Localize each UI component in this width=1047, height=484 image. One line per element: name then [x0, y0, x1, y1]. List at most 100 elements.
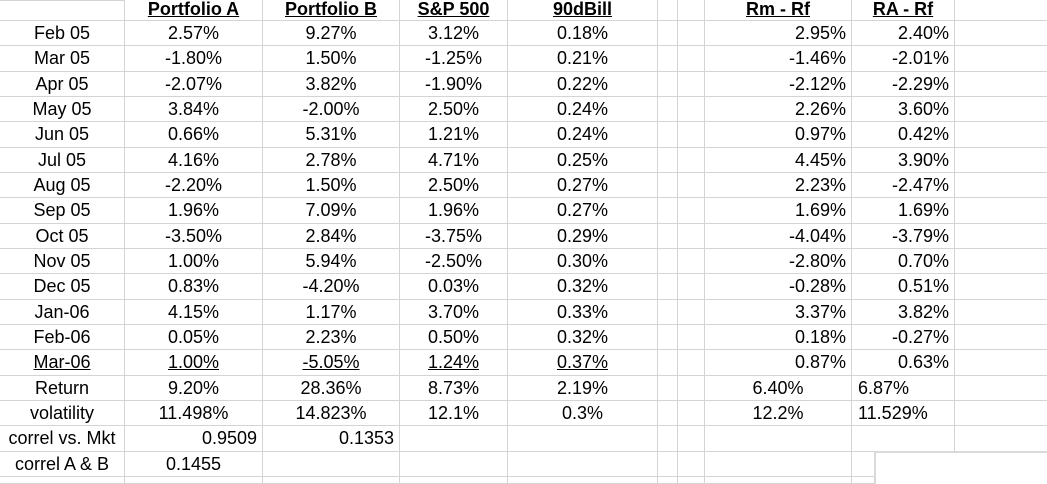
grid-cell[interactable]: 0.83%	[125, 274, 263, 300]
grid-cell[interactable]	[658, 375, 678, 401]
grid-cell[interactable]	[678, 451, 705, 477]
grid-cell[interactable]	[955, 72, 1047, 97]
column-header[interactable]: RA - Rf	[852, 0, 955, 21]
grid-cell[interactable]: 1.50%	[263, 172, 400, 199]
header-cell[interactable]	[678, 0, 705, 21]
grid-cell[interactable]: 0.63%	[852, 350, 955, 376]
grid-cell[interactable]: 0.27%	[508, 198, 658, 224]
column-header[interactable]: S&P 500	[400, 0, 508, 21]
grid-cell[interactable]: 5.94%	[263, 248, 400, 275]
grid-cell[interactable]: 0.24%	[508, 96, 658, 123]
row-label[interactable]: Dec 05	[0, 274, 125, 300]
column-header[interactable]: Rm - Rf	[705, 0, 852, 21]
grid-cell[interactable]: -2.20%	[125, 172, 263, 199]
grid-cell[interactable]	[678, 350, 705, 376]
column-header[interactable]: Portfolio B	[263, 0, 400, 21]
row-label[interactable]: Sep 05	[0, 198, 125, 224]
grid-cell[interactable]: 1.24%	[400, 350, 508, 376]
grid-cell[interactable]	[658, 46, 678, 72]
grid-cell[interactable]: 3.70%	[400, 299, 508, 325]
grid-cell[interactable]	[955, 224, 1047, 249]
grid-cell[interactable]: 4.16%	[125, 147, 263, 173]
grid-cell[interactable]: 1.00%	[125, 248, 263, 275]
grid-cell[interactable]	[658, 299, 678, 325]
grid-cell[interactable]	[955, 46, 1047, 72]
grid-cell[interactable]: 2.57%	[125, 21, 263, 47]
grid-cell[interactable]: 1.96%	[400, 198, 508, 224]
grid-cell[interactable]: 2.23%	[263, 324, 400, 351]
grid-cell[interactable]: 2.26%	[705, 96, 852, 123]
grid-cell[interactable]: 2.23%	[705, 172, 852, 199]
grid-cell[interactable]: 12.2%	[705, 400, 852, 427]
grid-cell[interactable]: 6.40%	[705, 375, 852, 401]
grid-cell[interactable]	[658, 172, 678, 199]
grid-cell[interactable]: -5.05%	[263, 350, 400, 376]
grid-cell[interactable]: -4.04%	[705, 223, 852, 249]
row-label[interactable]: Nov 05	[0, 248, 125, 275]
grid-cell[interactable]: 0.27%	[508, 172, 658, 199]
grid-cell[interactable]: 12.1%	[400, 400, 508, 427]
row-label[interactable]: Jun 05	[0, 122, 125, 148]
grid-cell[interactable]	[678, 46, 705, 72]
grid-cell[interactable]: 1.21%	[400, 122, 508, 148]
grid-cell[interactable]: 3.37%	[705, 299, 852, 325]
grid-cell[interactable]: 6.87%	[852, 375, 955, 401]
grid-cell[interactable]: 11.529%	[852, 400, 955, 427]
grid-cell[interactable]: 3.60%	[852, 96, 955, 123]
grid-cell[interactable]: 9.27%	[263, 21, 400, 47]
grid-cell[interactable]: 0.42%	[852, 122, 955, 148]
grid-cell[interactable]	[263, 451, 400, 477]
grid-cell[interactable]	[658, 122, 678, 148]
grid-cell[interactable]: 0.21%	[508, 46, 658, 72]
grid-cell[interactable]: -2.00%	[263, 96, 400, 123]
grid-cell[interactable]: 0.51%	[852, 274, 955, 300]
grid-cell[interactable]	[658, 198, 678, 224]
grid-cell[interactable]: -2.50%	[400, 248, 508, 275]
grid-cell[interactable]: 2.50%	[400, 96, 508, 123]
grid-cell[interactable]	[678, 324, 705, 351]
grid-cell[interactable]: 2.40%	[852, 21, 955, 47]
grid-cell[interactable]	[955, 173, 1047, 199]
grid-cell[interactable]	[658, 476, 678, 484]
grid-cell[interactable]: 0.18%	[705, 324, 852, 351]
grid-cell[interactable]	[658, 324, 678, 351]
grid-cell[interactable]	[678, 426, 705, 452]
grid-cell[interactable]: 1.17%	[263, 299, 400, 325]
grid-cell[interactable]	[678, 21, 705, 47]
grid-cell[interactable]: 3.82%	[852, 299, 955, 325]
grid-cell[interactable]	[678, 96, 705, 123]
grid-cell[interactable]	[508, 426, 658, 452]
grid-cell[interactable]: 0.24%	[508, 122, 658, 148]
grid-cell[interactable]	[658, 71, 678, 97]
row-label[interactable]: Return	[0, 375, 125, 401]
grid-cell[interactable]	[955, 300, 1047, 325]
grid-cell[interactable]: 1.00%	[125, 350, 263, 376]
grid-cell[interactable]: -3.50%	[125, 223, 263, 249]
grid-cell[interactable]: 0.30%	[508, 248, 658, 275]
grid-cell[interactable]: 0.03%	[400, 274, 508, 300]
grid-cell[interactable]	[125, 476, 263, 484]
grid-cell[interactable]: 2.84%	[263, 223, 400, 249]
grid-cell[interactable]	[705, 476, 852, 484]
grid-cell[interactable]: 11.498%	[125, 400, 263, 427]
grid-cell[interactable]	[955, 122, 1047, 148]
grid-cell[interactable]: -2.29%	[852, 71, 955, 97]
grid-cell[interactable]	[658, 274, 678, 300]
grid-cell[interactable]	[955, 97, 1047, 123]
row-label[interactable]: May 05	[0, 96, 125, 123]
grid-cell[interactable]	[400, 476, 508, 484]
grid-cell[interactable]: 0.1455	[125, 451, 263, 477]
grid-cell[interactable]	[955, 401, 1047, 427]
row-label[interactable]: Aug 05	[0, 172, 125, 199]
grid-cell[interactable]: -3.75%	[400, 223, 508, 249]
column-header[interactable]: 90dBill	[508, 0, 658, 21]
grid-cell[interactable]	[955, 198, 1047, 224]
grid-cell[interactable]	[955, 21, 1047, 47]
grid-cell[interactable]: -2.80%	[705, 248, 852, 275]
header-cell[interactable]	[955, 0, 1047, 21]
grid-cell[interactable]: -0.27%	[852, 324, 955, 351]
row-label[interactable]: Feb-06	[0, 324, 125, 351]
grid-cell[interactable]	[705, 426, 852, 452]
row-label[interactable]: Feb 05	[0, 21, 125, 47]
row-label[interactable]: Mar-06	[0, 350, 125, 376]
